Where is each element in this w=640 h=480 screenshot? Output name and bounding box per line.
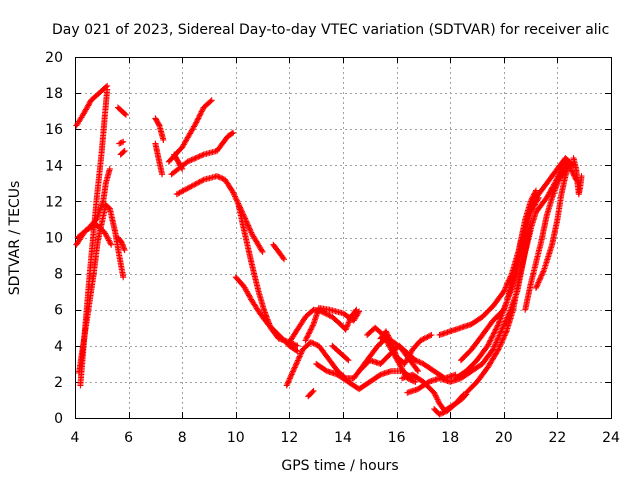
- series-s18: [232, 274, 301, 355]
- point-markers: [232, 274, 301, 355]
- series-s15: [171, 151, 186, 172]
- point-markers: [168, 129, 237, 178]
- y-tick-label: 14: [45, 158, 63, 174]
- series-s6: [114, 104, 129, 118]
- series-s7: [116, 138, 127, 147]
- point-markers: [302, 304, 363, 344]
- chart-title: Day 021 of 2023, Sidereal Day-to-day VTE…: [52, 22, 609, 38]
- series-s27: [377, 328, 435, 367]
- series-s36: [522, 162, 572, 313]
- x-tick-label: 14: [334, 430, 352, 446]
- point-markers: [377, 328, 435, 367]
- x-tick-label: 16: [388, 430, 406, 446]
- point-markers: [116, 138, 127, 147]
- y-axis-label: SDTVAR / TECUs: [7, 181, 23, 296]
- y-tick-label: 2: [54, 375, 63, 391]
- series-s9: [114, 234, 128, 254]
- point-markers: [76, 202, 127, 376]
- x-tick-label: 24: [602, 430, 620, 446]
- series-s37: [570, 155, 585, 198]
- series-s8: [117, 147, 128, 158]
- axis-ticks: [75, 57, 612, 419]
- series-s5: [73, 221, 115, 248]
- x-tick-label: 12: [280, 430, 298, 446]
- point-markers: [431, 391, 467, 418]
- x-axis-label: GPS time / hours: [281, 458, 398, 474]
- x-tick-label: 4: [71, 430, 80, 446]
- point-markers: [457, 194, 542, 364]
- point-markers: [171, 151, 186, 172]
- point-markers: [114, 234, 128, 254]
- y-tick-label: 4: [54, 339, 63, 355]
- point-markers: [114, 104, 129, 118]
- x-tick-labels: 4 6 8 10 12 14 16 18 20 22 24: [71, 430, 620, 446]
- y-tick-label: 12: [45, 194, 63, 210]
- x-tick-label: 22: [548, 430, 566, 446]
- point-markers: [73, 221, 115, 248]
- point-markers: [117, 147, 128, 158]
- series-s13: [168, 129, 237, 178]
- point-markers: [570, 155, 585, 198]
- point-markers: [270, 241, 287, 263]
- series-s21: [302, 304, 363, 344]
- y-tick-label: 0: [54, 411, 63, 427]
- point-markers: [305, 387, 317, 400]
- point-markers: [463, 227, 534, 396]
- series-s4: [76, 202, 127, 376]
- series-s25: [329, 342, 352, 364]
- y-tick-labels: 0 2 4 6 8 10 12 14 16 18 20: [45, 50, 63, 427]
- series-s34: [463, 227, 534, 396]
- series-s10: [152, 115, 167, 143]
- x-tick-label: 8: [178, 430, 187, 446]
- y-tick-label: 18: [45, 86, 63, 102]
- point-markers: [533, 158, 573, 291]
- point-markers: [152, 115, 167, 143]
- x-tick-label: 18: [441, 430, 459, 446]
- point-markers: [173, 173, 266, 255]
- series-s14: [173, 173, 266, 255]
- x-tick-label: 10: [227, 430, 245, 446]
- series-s1: [73, 82, 111, 129]
- point-markers: [329, 342, 352, 364]
- y-tick-label: 20: [45, 50, 63, 66]
- series-s11: [152, 140, 166, 178]
- data-points: [73, 82, 585, 418]
- series-s29: [431, 391, 467, 418]
- y-tick-label: 8: [54, 267, 63, 283]
- series-s33: [457, 194, 542, 364]
- x-tick-label: 6: [124, 430, 133, 446]
- x-tick-label: 20: [495, 430, 513, 446]
- series-s16: [270, 241, 287, 263]
- y-tick-label: 10: [45, 231, 63, 247]
- point-markers: [522, 162, 572, 313]
- series-s35: [533, 158, 573, 291]
- y-tick-label: 16: [45, 122, 63, 138]
- series-s22: [305, 387, 317, 400]
- point-markers: [152, 140, 166, 178]
- point-markers: [73, 82, 111, 129]
- y-tick-label: 6: [54, 303, 63, 319]
